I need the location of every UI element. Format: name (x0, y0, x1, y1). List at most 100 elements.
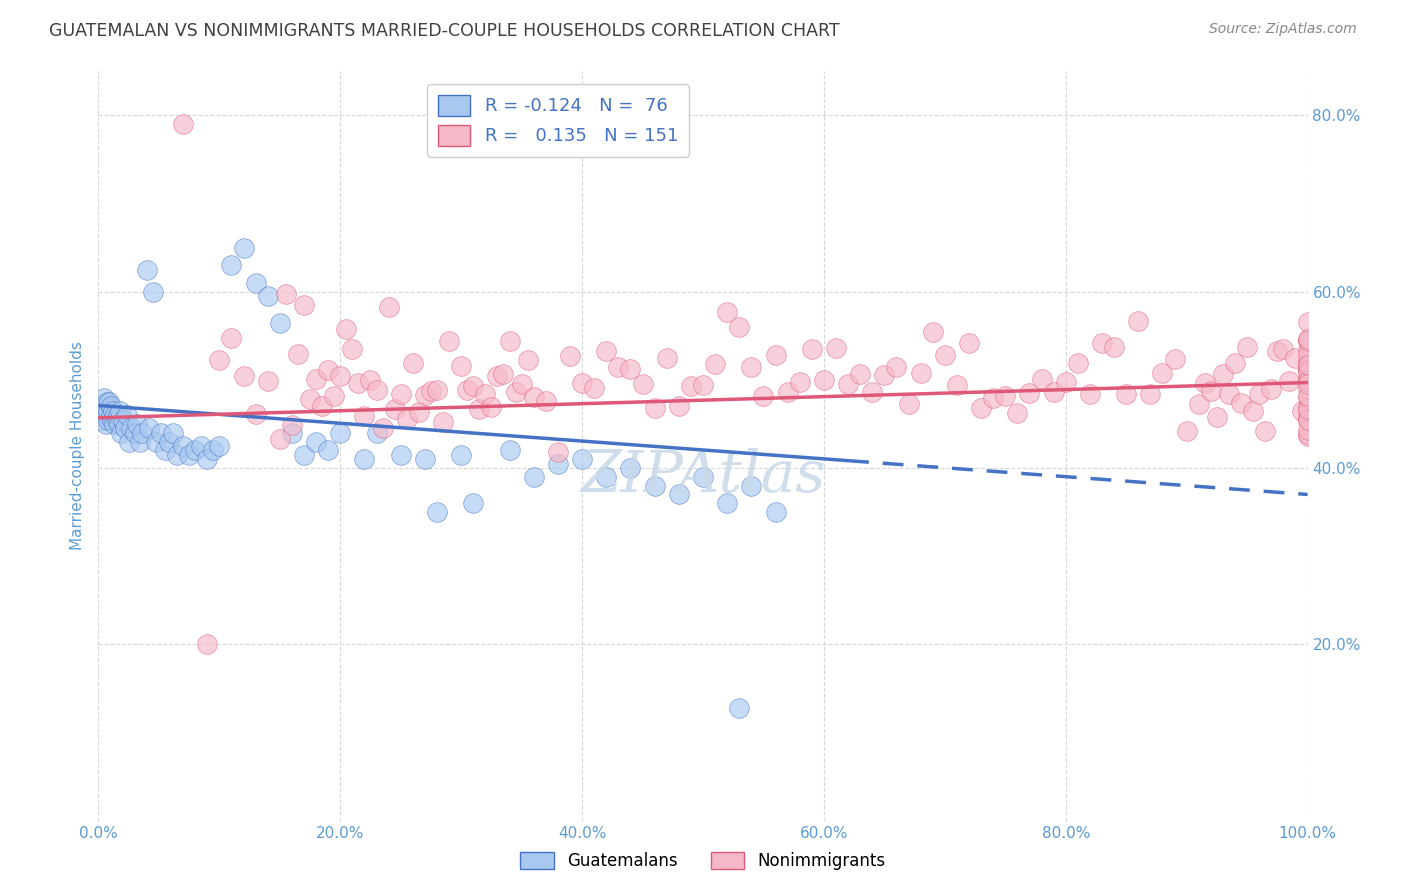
Point (1296, 427, 1319, 442)
Point (1296, 411, 1319, 425)
Point (142, 285, 165, 299)
Point (110, 425, 132, 440)
Point (138, 421, 160, 435)
Point (1031, 372, 1053, 386)
Point (1296, 332, 1319, 346)
Point (1296, 391, 1319, 405)
Point (1175, 425, 1198, 439)
Point (100, 400, 122, 414)
Point (970, 401, 993, 416)
Point (366, 425, 388, 440)
Point (583, 381, 606, 395)
Point (886, 359, 908, 374)
Point (571, 452, 593, 467)
Point (120, 421, 142, 435)
Point (921, 325, 943, 339)
Point (740, 359, 762, 374)
Point (377, 300, 399, 314)
Point (1296, 374, 1319, 388)
Point (179, 448, 201, 462)
Point (384, 402, 406, 417)
Point (1296, 365, 1319, 379)
Point (692, 470, 714, 484)
Point (232, 241, 254, 255)
Point (96, 408, 118, 422)
Point (162, 425, 184, 440)
Point (97, 412, 120, 426)
Point (1102, 340, 1125, 354)
Point (516, 353, 538, 368)
Point (96, 395, 118, 409)
Point (184, 443, 207, 458)
Point (1296, 315, 1319, 329)
Point (837, 376, 859, 391)
Point (1212, 367, 1234, 381)
Point (595, 343, 617, 358)
Point (1018, 386, 1040, 401)
Text: Source: ZipAtlas.com: Source: ZipAtlas.com (1209, 22, 1357, 37)
Point (127, 417, 149, 431)
Point (366, 384, 388, 398)
Point (1163, 352, 1185, 367)
Point (1128, 314, 1150, 328)
Point (1223, 356, 1246, 370)
Point (104, 408, 127, 422)
Point (1296, 406, 1319, 420)
Point (946, 377, 969, 392)
Point (1236, 340, 1258, 354)
Text: ZIPAtlas: ZIPAtlas (581, 448, 825, 504)
Point (107, 408, 129, 422)
Point (153, 443, 176, 458)
Point (910, 366, 932, 380)
Point (450, 359, 472, 373)
Point (571, 376, 593, 390)
Point (1188, 397, 1211, 411)
Point (335, 322, 357, 336)
Point (1296, 371, 1319, 385)
Point (1241, 403, 1264, 417)
Point (547, 445, 569, 459)
Point (825, 341, 848, 355)
Point (1296, 389, 1319, 403)
Point (172, 117, 194, 131)
Point (287, 347, 309, 361)
Point (166, 448, 188, 462)
Point (157, 434, 180, 449)
Point (97, 403, 120, 417)
Point (342, 342, 364, 356)
Point (644, 401, 666, 416)
Point (534, 393, 557, 408)
Point (492, 367, 515, 381)
Point (1296, 401, 1319, 415)
Point (1067, 356, 1090, 370)
Point (329, 425, 352, 440)
Point (323, 389, 346, 403)
Point (474, 387, 496, 401)
Point (595, 470, 617, 484)
Point (644, 478, 666, 492)
Point (232, 369, 254, 384)
Point (108, 417, 131, 431)
Point (329, 369, 352, 384)
Point (408, 405, 430, 419)
Point (668, 399, 690, 413)
Point (432, 415, 454, 429)
Point (934, 348, 956, 362)
Point (981, 391, 1004, 405)
Point (1296, 374, 1319, 388)
Point (221, 258, 243, 272)
Point (101, 403, 124, 417)
Point (305, 434, 328, 449)
Point (269, 316, 291, 330)
Point (558, 350, 581, 364)
Point (353, 452, 375, 467)
Point (456, 383, 478, 397)
Point (413, 452, 436, 467)
Point (195, 452, 218, 467)
Point (1296, 333, 1319, 347)
Point (124, 425, 146, 440)
Point (1296, 363, 1319, 377)
Point (420, 384, 443, 399)
Point (468, 401, 491, 416)
Point (1296, 429, 1319, 443)
